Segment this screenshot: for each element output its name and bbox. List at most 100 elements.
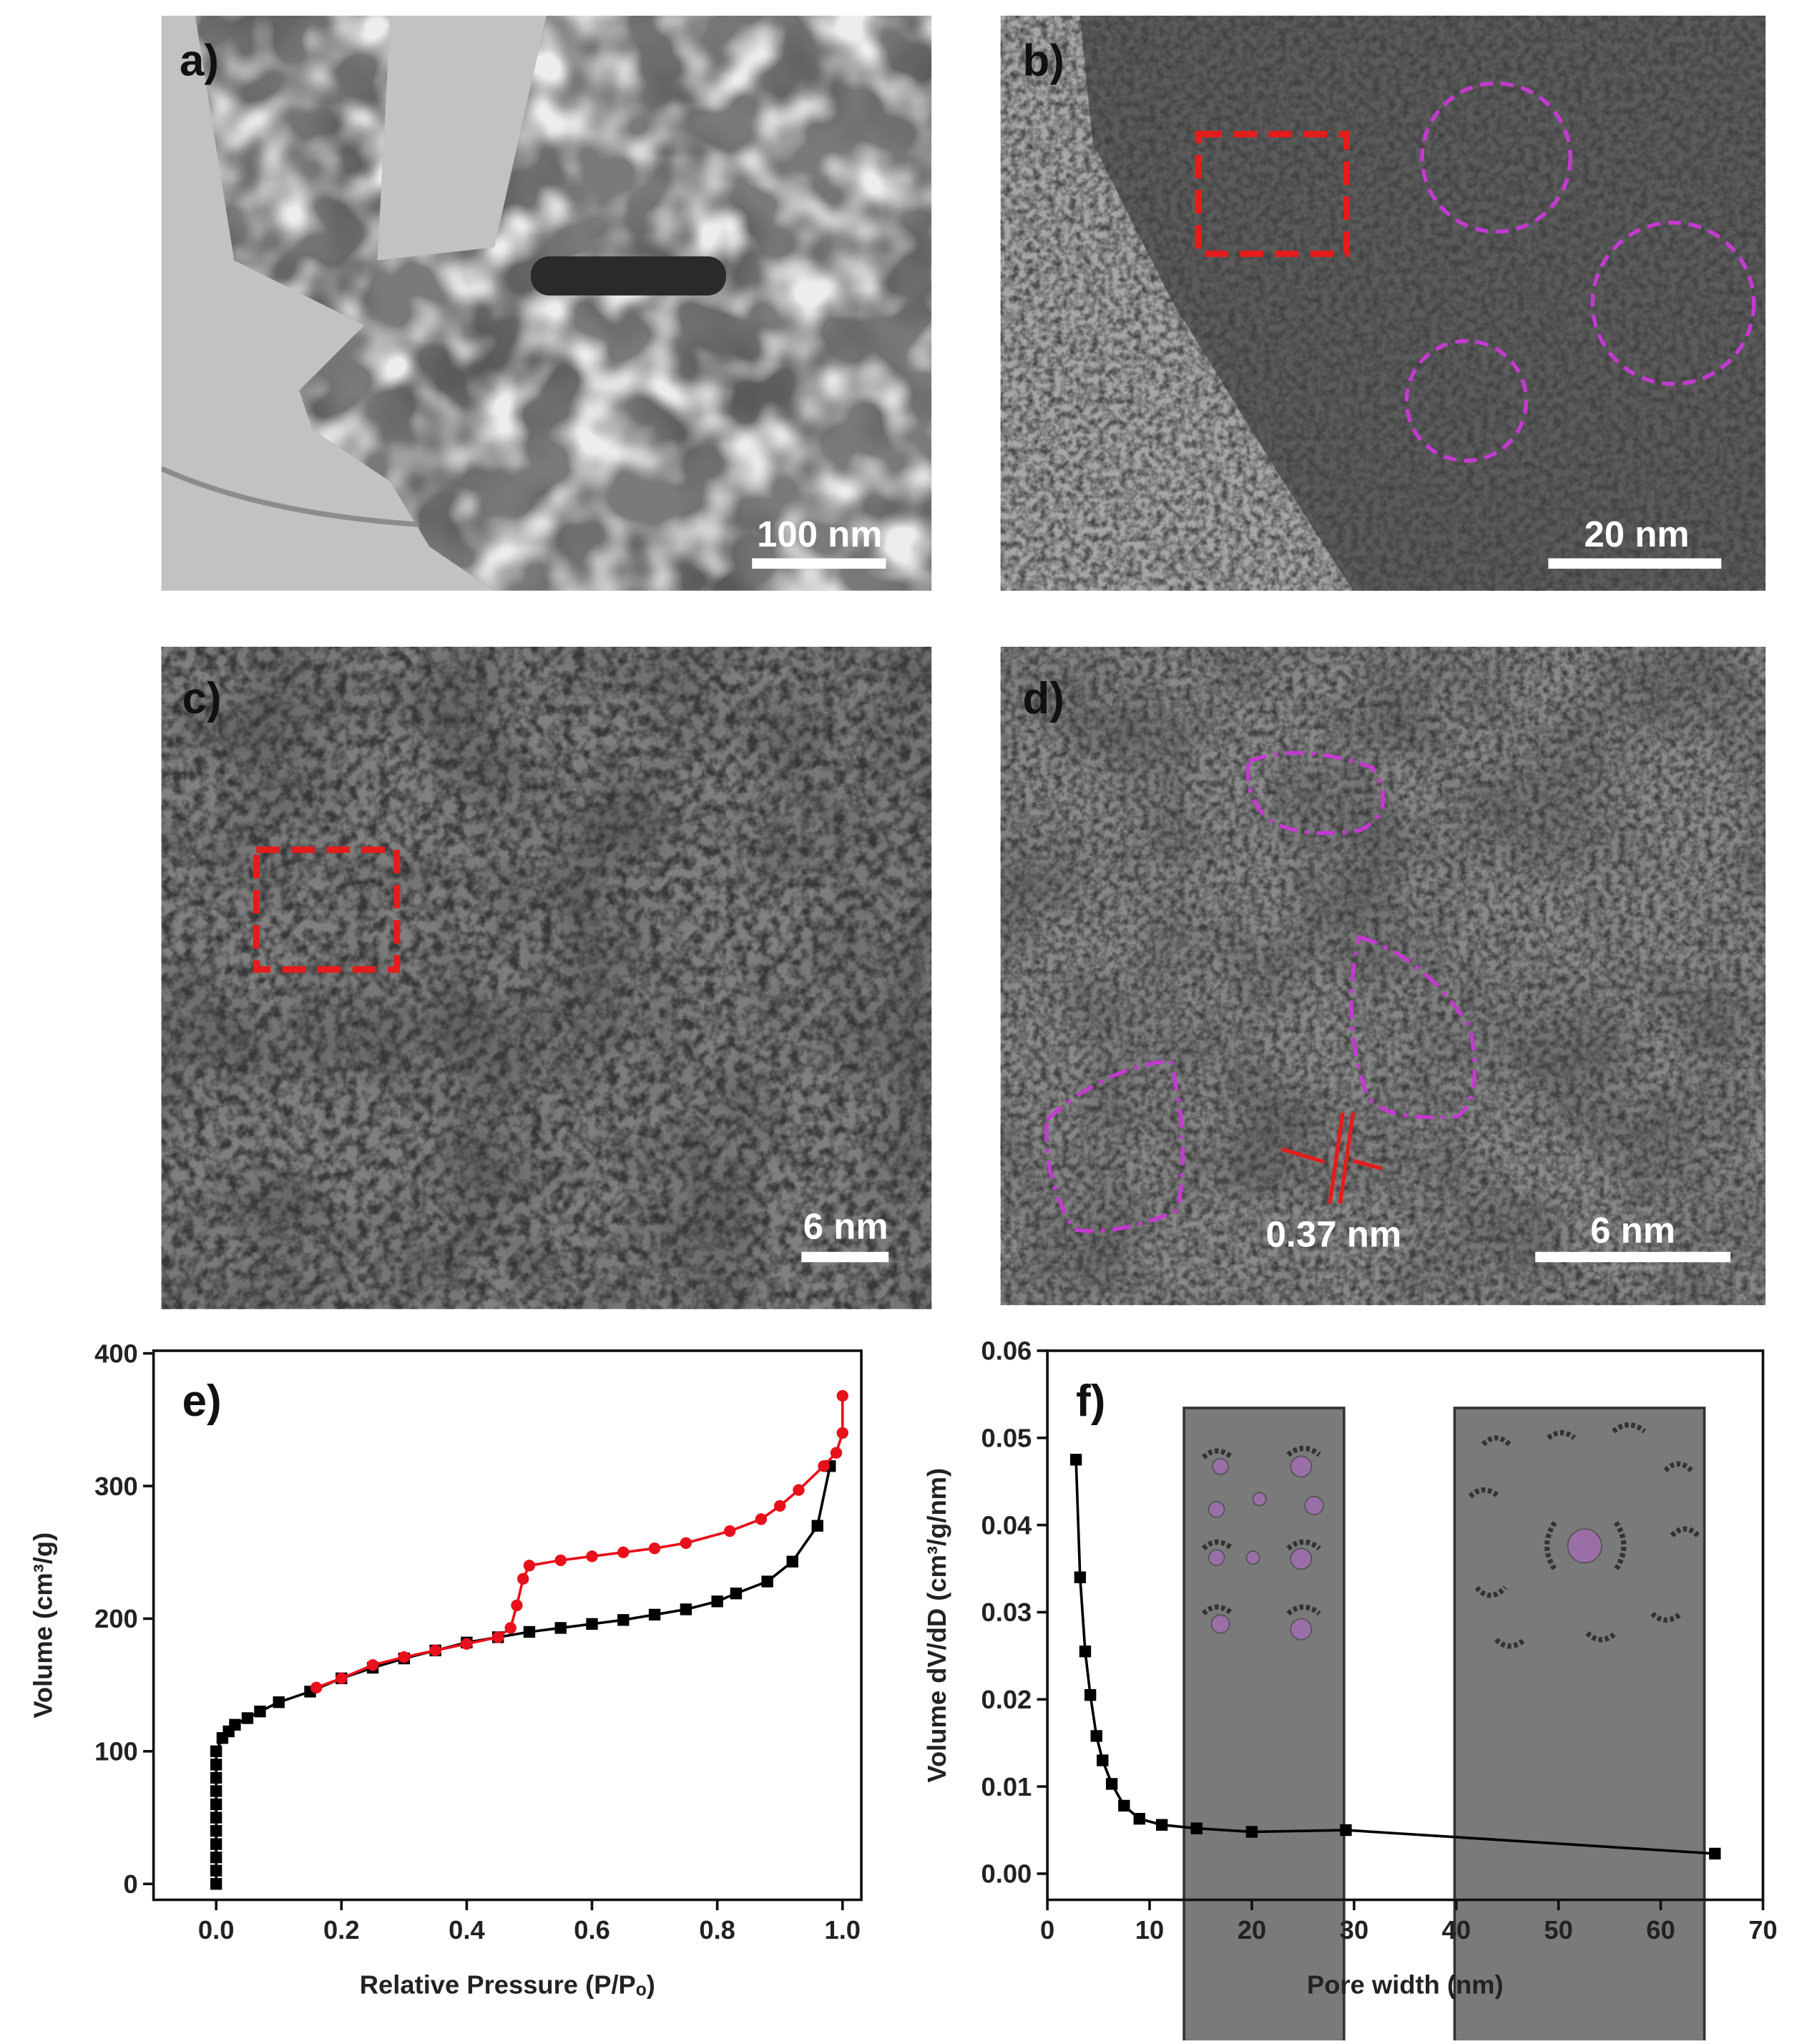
marker [210, 1878, 222, 1890]
marker [786, 1555, 798, 1568]
x-tick-label: 70 [1748, 1915, 1777, 1945]
x-tick-label: 0.2 [323, 1915, 360, 1945]
y-tick-label: 400 [94, 1339, 138, 1368]
x-axis-title: Relative Pressure (P/Pₒ) [360, 1970, 655, 1999]
panel-label: b) [1023, 36, 1064, 86]
marker [761, 1575, 773, 1588]
x-tick-label: 1.0 [824, 1915, 861, 1945]
marker [836, 1427, 848, 1439]
marker [210, 1798, 222, 1811]
marker [711, 1595, 723, 1608]
marker [648, 1608, 661, 1621]
y-tick-label: 0.02 [981, 1685, 1032, 1714]
marker [210, 1864, 222, 1877]
panel-label: f) [1076, 1376, 1105, 1426]
marker [210, 1838, 222, 1850]
marker [210, 1745, 222, 1758]
tem-image-a [161, 15, 932, 591]
marker [1190, 1822, 1203, 1834]
marker [1118, 1799, 1130, 1812]
marker [1105, 1778, 1118, 1790]
x-tick-label: 60 [1646, 1915, 1675, 1945]
y-tick-label: 200 [94, 1604, 138, 1633]
marker [517, 1573, 529, 1585]
plot-frame [152, 1349, 863, 1902]
marker [310, 1681, 323, 1694]
panel-label: d) [1023, 674, 1064, 723]
y-tick-label: 0.06 [981, 1336, 1032, 1366]
x-tick-label: 40 [1441, 1915, 1470, 1945]
scale-bar-label: 6 nm [1590, 1210, 1675, 1251]
y-tick-label: 0.00 [981, 1859, 1032, 1889]
panel-label: a) [180, 36, 219, 86]
marker [1090, 1730, 1102, 1742]
marker [774, 1500, 786, 1512]
marker [273, 1696, 285, 1708]
marker [523, 1560, 536, 1572]
measurement-label: 0.37 nm [1265, 1213, 1401, 1254]
marker [680, 1537, 692, 1549]
schematic-insets [1182, 1407, 1706, 2044]
marker [210, 1759, 222, 1771]
marker [836, 1389, 848, 1402]
marker [336, 1672, 348, 1685]
tem-image-c [161, 647, 932, 1309]
y-tick-label: 0.04 [981, 1510, 1033, 1540]
y-axis-title: Volume (cm³/g) [29, 1532, 58, 1718]
scale-bar-label: 20 nm [1584, 514, 1689, 554]
marker [617, 1614, 630, 1626]
marker [830, 1447, 843, 1459]
marker [617, 1546, 630, 1558]
x-tick-label: 50 [1544, 1915, 1572, 1945]
marker [504, 1622, 516, 1634]
marker [210, 1851, 222, 1864]
x-tick-label: 0 [1040, 1915, 1054, 1945]
marker [1079, 1646, 1092, 1658]
series-line [315, 1396, 844, 1689]
marker [366, 1659, 379, 1671]
marker [1069, 1454, 1082, 1466]
x-tick-label: 10 [1135, 1915, 1164, 1945]
marker [210, 1811, 222, 1824]
marker [723, 1525, 736, 1537]
marker [755, 1513, 768, 1525]
marker [254, 1706, 266, 1718]
x-tick-label: 0.8 [699, 1915, 735, 1945]
scale-bars [752, 558, 1730, 1263]
marker [1709, 1847, 1721, 1860]
marker [793, 1484, 805, 1496]
x-tick-label: 30 [1340, 1915, 1368, 1945]
marker [523, 1625, 536, 1638]
y-tick-label: 0 [124, 1869, 138, 1899]
series-line [1074, 1459, 1715, 1855]
panel-label: e) [182, 1376, 222, 1426]
marker [492, 1631, 504, 1643]
marker [210, 1824, 222, 1837]
marker [1097, 1754, 1109, 1766]
marker [1074, 1571, 1087, 1583]
marker [1084, 1689, 1097, 1701]
y-tick-label: 0.05 [981, 1424, 1032, 1453]
y-tick-label: 0.01 [981, 1772, 1032, 1801]
marker [586, 1550, 598, 1563]
x-tick-label: 0.0 [198, 1915, 235, 1945]
marker [818, 1460, 830, 1472]
marker [229, 1718, 241, 1731]
y-tick-label: 0.03 [981, 1598, 1032, 1627]
x-tick-label: 0.6 [574, 1915, 610, 1945]
marker [554, 1554, 567, 1567]
marker [730, 1588, 743, 1600]
marker [210, 1771, 222, 1784]
marker [461, 1638, 473, 1650]
marker [1133, 1813, 1145, 1825]
panel-label: c) [182, 674, 222, 723]
y-axis-title: Volume dV/dD (cm³/g/nm) [922, 1468, 951, 1783]
marker [586, 1618, 598, 1630]
marker [648, 1542, 661, 1555]
marker [1340, 1824, 1352, 1837]
scale-bar-label: 100 nm [757, 514, 882, 554]
tem-image-b [1000, 15, 1766, 591]
plot-frame [1046, 1349, 1765, 1902]
